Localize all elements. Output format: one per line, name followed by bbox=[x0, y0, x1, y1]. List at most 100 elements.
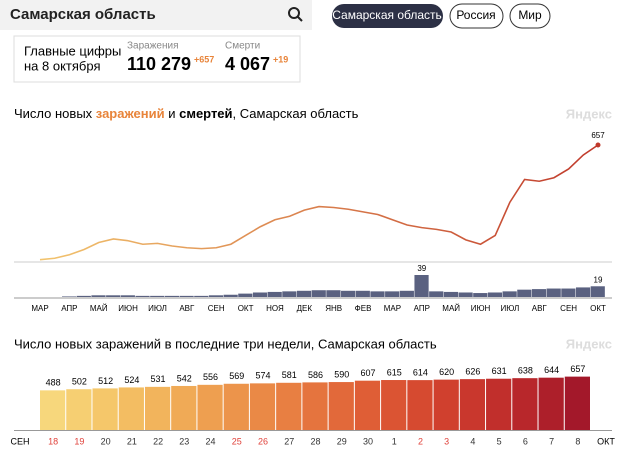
tab-label[interactable]: Самарская область bbox=[332, 8, 442, 22]
deaths-bar bbox=[179, 295, 194, 297]
x-tick-label: 1 bbox=[392, 436, 397, 446]
x-tick-label: 26 bbox=[258, 436, 268, 446]
x-tick-label: 3 bbox=[444, 436, 449, 446]
value-label: 39 bbox=[417, 264, 426, 273]
deaths-bar bbox=[443, 291, 458, 297]
bar bbox=[92, 388, 118, 430]
value-label: 657 bbox=[591, 131, 605, 140]
search-text[interactable]: Самарская область bbox=[10, 6, 156, 23]
title-part: Число новых bbox=[14, 106, 96, 121]
deaths-bar bbox=[531, 289, 547, 297]
x-tick-label: 5 bbox=[497, 436, 502, 446]
deaths-bar bbox=[194, 295, 209, 297]
deaths-bar bbox=[223, 294, 238, 297]
summary-title: на 8 октября bbox=[24, 58, 101, 73]
title-part: , Самарская область bbox=[233, 106, 359, 121]
deaths-value: 4 067 bbox=[225, 54, 270, 74]
x-tick-label: 27 bbox=[284, 436, 294, 446]
bar bbox=[118, 387, 144, 430]
value-label: 614 bbox=[413, 367, 428, 377]
x-tick-label: 25 bbox=[232, 436, 242, 446]
value-label: 556 bbox=[203, 372, 218, 382]
bar bbox=[538, 377, 564, 430]
bar bbox=[171, 385, 197, 430]
x-tick-label: 4 bbox=[470, 436, 475, 446]
x-tick-label: 22 bbox=[153, 436, 163, 446]
x-tick-label: СЕН bbox=[208, 304, 225, 313]
deaths-bar bbox=[575, 287, 591, 297]
x-tick-label: МАР bbox=[384, 304, 401, 313]
x-tick-label: ИЮН bbox=[471, 304, 491, 313]
title-part: заражений bbox=[96, 106, 165, 121]
x-tick-label: ИЮЛ bbox=[148, 304, 167, 313]
deaths-bar bbox=[164, 295, 179, 297]
bar bbox=[144, 386, 171, 430]
x-tick-label: 29 bbox=[337, 436, 347, 446]
deaths-bar bbox=[590, 286, 605, 297]
value-label: 586 bbox=[308, 370, 323, 380]
x-tick-label: 20 bbox=[101, 436, 111, 446]
x-tick-label: 8 bbox=[575, 436, 580, 446]
watermark: Яндекс bbox=[566, 336, 612, 351]
x-tick-label: ДЕК bbox=[297, 304, 313, 313]
bar bbox=[564, 376, 590, 430]
bar bbox=[276, 382, 302, 430]
deaths-bar bbox=[414, 275, 429, 297]
deaths-bar bbox=[62, 296, 77, 297]
x-tick-label: 21 bbox=[127, 436, 137, 446]
x-tick-label: ИЮЛ bbox=[501, 304, 520, 313]
value-label: 607 bbox=[360, 368, 375, 378]
axis-end-label: СЕН bbox=[10, 436, 29, 446]
bar bbox=[223, 383, 249, 430]
x-tick-label: 6 bbox=[523, 436, 528, 446]
x-tick-label: 2 bbox=[418, 436, 423, 446]
value-label: 620 bbox=[439, 367, 454, 377]
tab-label[interactable]: Россия bbox=[456, 8, 495, 22]
tab[interactable] bbox=[449, 3, 504, 29]
x-tick-label: СЕН bbox=[560, 304, 577, 313]
deaths-bar bbox=[208, 295, 224, 297]
search-icon[interactable] bbox=[288, 7, 303, 22]
value-label: 569 bbox=[229, 371, 244, 381]
last-point bbox=[595, 142, 601, 148]
x-tick-label: МАР bbox=[31, 304, 48, 313]
deaths-bar bbox=[399, 290, 414, 297]
deaths-bar bbox=[238, 293, 253, 297]
bar bbox=[486, 378, 512, 430]
bar bbox=[433, 379, 459, 430]
value-label: 590 bbox=[334, 369, 349, 379]
value-label: 574 bbox=[256, 371, 271, 381]
deaths-bar bbox=[282, 291, 297, 297]
x-tick-label: АПР bbox=[61, 304, 77, 313]
tab[interactable] bbox=[509, 3, 551, 29]
deaths-bar bbox=[487, 292, 503, 297]
deaths-bar bbox=[458, 292, 473, 297]
cases-line bbox=[39, 144, 599, 261]
bar bbox=[197, 384, 223, 430]
value-label: 657 bbox=[570, 364, 585, 374]
value-label: 524 bbox=[124, 375, 139, 385]
tab-label[interactable]: Мир bbox=[518, 8, 542, 22]
bar bbox=[354, 380, 381, 430]
value-label: 488 bbox=[46, 378, 61, 388]
deaths-bar bbox=[135, 295, 150, 297]
value-label: 626 bbox=[465, 367, 480, 377]
cases-value: 110 279 bbox=[127, 54, 191, 74]
deaths-bar bbox=[546, 288, 561, 297]
watermark: Яндекс bbox=[566, 106, 612, 121]
deaths-bar bbox=[311, 290, 326, 297]
tab-active[interactable] bbox=[332, 4, 443, 28]
value-label: 542 bbox=[177, 373, 192, 383]
search-box[interactable] bbox=[0, 0, 312, 30]
deaths-bar bbox=[473, 293, 488, 297]
bar bbox=[459, 379, 486, 430]
deaths-bar bbox=[252, 292, 268, 297]
x-tick-label: 18 bbox=[48, 436, 58, 446]
x-tick-label: НОЯ bbox=[266, 304, 284, 313]
value-label: 615 bbox=[387, 367, 402, 377]
deaths-delta: +19 bbox=[273, 54, 288, 64]
deaths-bar bbox=[517, 289, 532, 297]
deaths-bar bbox=[76, 295, 91, 297]
title-part: смертей bbox=[179, 106, 232, 121]
x-tick-label: 7 bbox=[549, 436, 554, 446]
